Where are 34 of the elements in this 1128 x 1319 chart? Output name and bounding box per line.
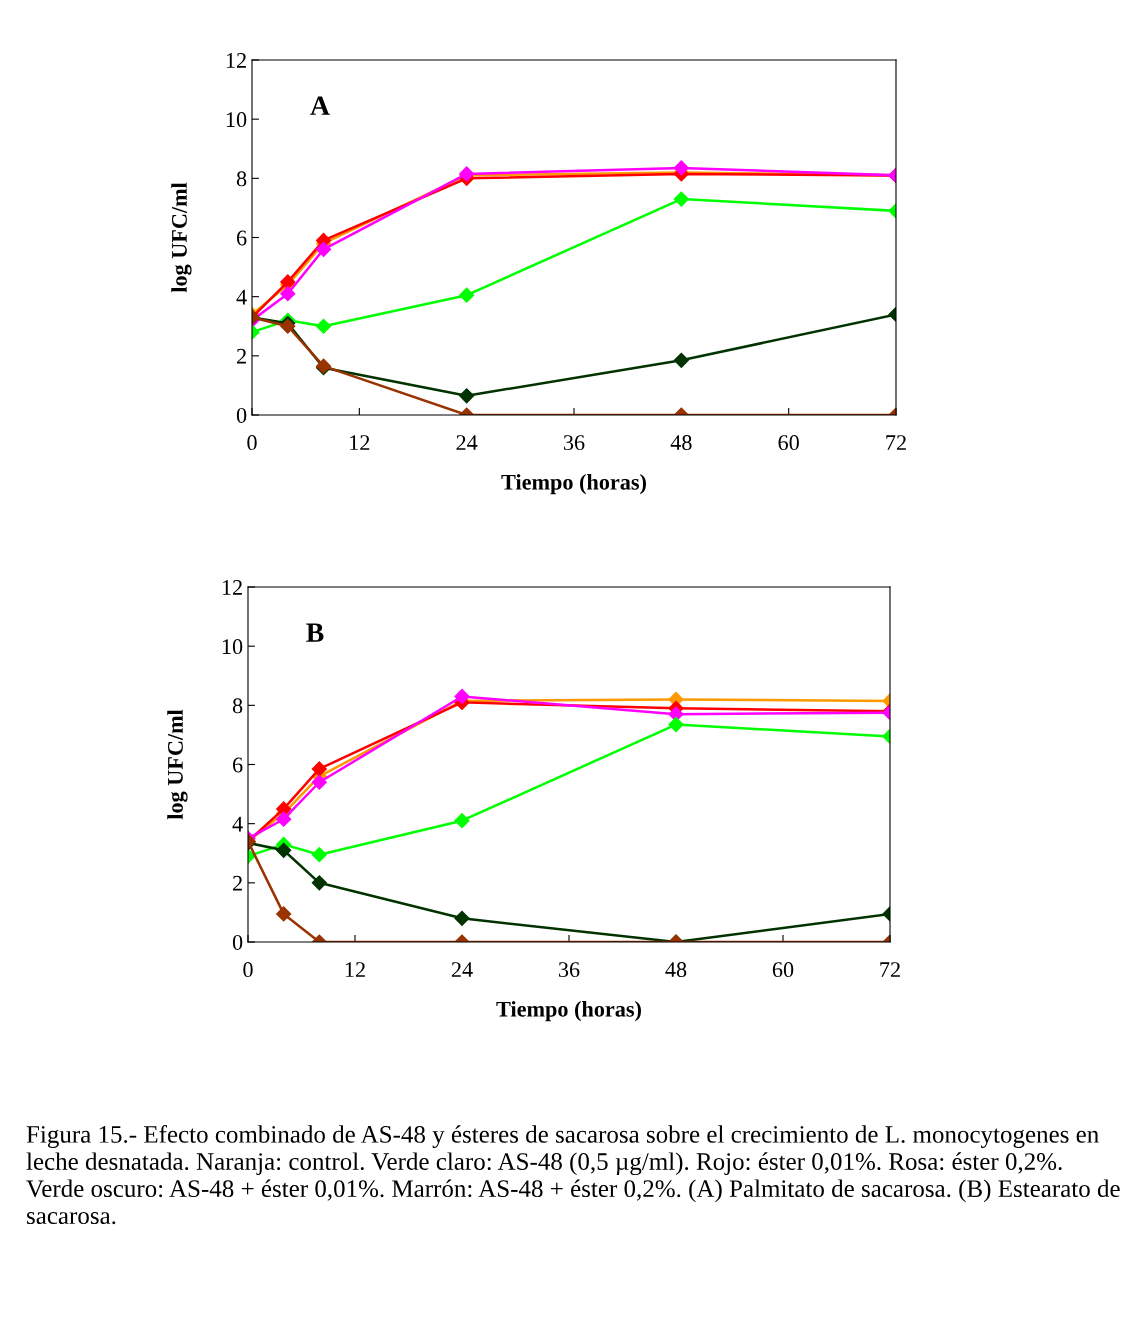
x-tick-label: 72 <box>886 435 906 450</box>
y-tick-label: 0 <box>236 407 247 423</box>
y-tick-label: 4 <box>236 289 247 305</box>
y-tick-label: 6 <box>236 230 247 246</box>
x-tick-label: 12 <box>345 962 365 977</box>
y-tick-label: 8 <box>232 698 243 714</box>
text: Figura 15.- Efecto combinado de AS-48 y ésteres de sacarosa sobre el crecimiento de L. monocytogenes en leche desnatada. Naranja: control. Verde claro: AS-48 (0,5 µg/ml). Rojo: éster 0,01%. Rosa: éster 0,2%. Verde oscuro: AS-48 + éster 0,01%. Marrón: AS-48 + éster 0,2%. (A) Palmitato de sacarosa. (B) Estearato de sacarosa. <box>26 1125 1120 1225</box>
x-tick-label: 24 <box>451 962 473 977</box>
text: B <box>306 623 324 642</box>
x-axis-title: Tiempo (horas) <box>501 474 646 495</box>
x-tick-label: 24 <box>456 435 478 450</box>
y-tick-label: 0 <box>232 934 243 950</box>
x-tick-label: 36 <box>563 435 585 451</box>
x-tick-label: 48 <box>670 435 692 451</box>
x-tick-label: 72 <box>880 962 900 977</box>
y-tick-label: 12 <box>226 52 246 68</box>
x-axis-title: Tiempo (horas) <box>496 1001 641 1022</box>
y-axis-title: log UFC/ml <box>167 709 188 820</box>
text: A <box>310 96 330 115</box>
x-tick-label: 12 <box>350 435 370 450</box>
x-tick-label: 0 <box>247 435 257 451</box>
y-tick-label: 2 <box>233 875 242 891</box>
y-tick-label: 4 <box>232 816 243 832</box>
y-tick-label: 12 <box>222 579 242 595</box>
x-tick-label: 48 <box>665 962 687 978</box>
x-tick-label: 60 <box>772 962 794 978</box>
x-tick-label: 60 <box>778 435 799 451</box>
y-axis-title: log UFC/ml <box>171 182 192 293</box>
y-tick-label: 10 <box>226 112 247 128</box>
y-tick-label: 10 <box>222 639 243 655</box>
y-tick-label: 8 <box>236 171 247 187</box>
x-tick-label: 36 <box>558 962 580 978</box>
y-tick-label: 2 <box>237 348 246 364</box>
y-tick-label: 6 <box>232 757 243 773</box>
